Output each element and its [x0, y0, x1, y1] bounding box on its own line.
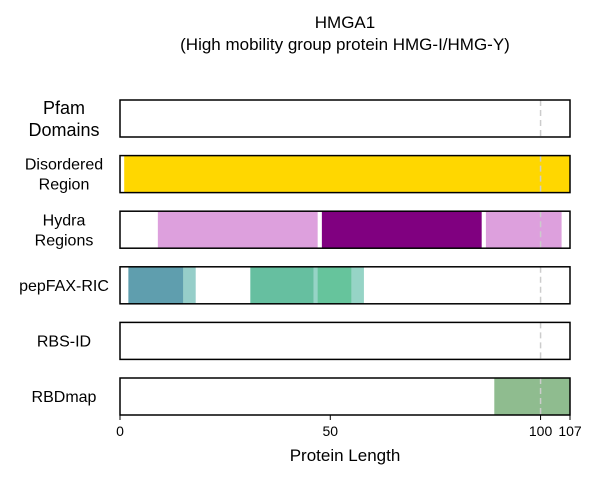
track-label-line: Regions	[35, 232, 94, 249]
track-label: Disordered Region	[25, 157, 103, 194]
track-frame	[119, 377, 571, 416]
track-label: RBDmap	[32, 389, 97, 406]
track-label-line: Domains	[28, 120, 99, 140]
track-frame	[119, 266, 571, 305]
track-label-line: Hydra	[43, 212, 86, 229]
track-1: Disordered Region	[25, 154, 571, 194]
track-2: Hydra Regions	[35, 210, 571, 249]
track-segment	[321, 211, 482, 249]
track-segment	[128, 266, 184, 304]
track-segment	[157, 211, 318, 249]
track-frame	[119, 154, 571, 194]
tracks-layer: Pfam Domains Disordered Region Hydra Regions p…	[19, 98, 571, 416]
track-0: Pfam Domains	[28, 98, 571, 140]
x-axis: 0 50 100 107	[116, 415, 582, 439]
track-3: pepFAX-RIC	[19, 266, 571, 305]
track-label-line: Pfam	[43, 98, 85, 118]
track-segment	[124, 155, 571, 193]
track-label-line: pepFAX-RIC	[19, 278, 109, 295]
x-tick-label: 107	[558, 423, 582, 439]
x-tick-label: 0	[116, 423, 124, 439]
track-label: Hydra Regions	[35, 212, 94, 249]
x-tick-label: 100	[529, 423, 553, 439]
chart-title-line2: (High mobility group protein HMG-I/HMG-Y…	[180, 35, 510, 54]
track-background	[120, 322, 570, 360]
track-label-line: RBS-ID	[37, 334, 91, 351]
track-label-line: RBDmap	[32, 389, 97, 406]
x-tick-label: 50	[322, 423, 338, 439]
track-segment	[485, 211, 562, 249]
track-4: RBS-ID	[37, 321, 571, 361]
track-segment	[317, 266, 352, 304]
x-axis-label: Protein Length	[290, 446, 401, 465]
track-label: Pfam Domains	[28, 98, 99, 140]
track-label-line: Disordered	[25, 157, 103, 174]
track-frame	[119, 99, 571, 138]
track-background	[120, 100, 570, 137]
track-5: RBDmap	[32, 377, 571, 416]
track-segment	[250, 266, 314, 304]
track-label: RBS-ID	[37, 334, 91, 351]
track-label: pepFAX-RIC	[19, 278, 109, 295]
track-frame	[119, 321, 571, 361]
track-frame	[119, 210, 571, 249]
chart-title-line1: HMGA1	[315, 13, 375, 32]
track-segment	[494, 378, 570, 415]
track-label-line: Region	[39, 177, 90, 194]
